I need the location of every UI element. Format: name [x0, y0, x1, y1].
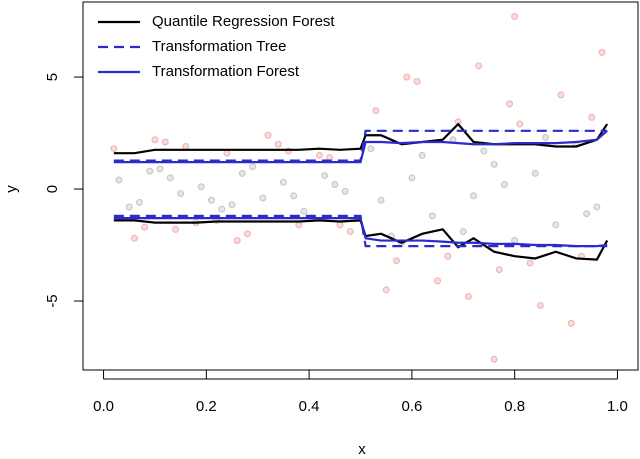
- y-axis-label: y: [3, 185, 20, 193]
- point: [516, 120, 524, 128]
- y-tick-label: -5: [44, 294, 61, 307]
- point: [542, 134, 549, 142]
- point: [490, 355, 498, 363]
- point: [321, 172, 329, 180]
- point: [141, 223, 149, 231]
- point: [207, 196, 215, 204]
- point: [495, 266, 503, 274]
- point: [567, 319, 575, 327]
- point: [233, 237, 241, 245]
- point: [377, 196, 385, 204]
- point: [598, 48, 606, 56]
- point: [464, 293, 472, 301]
- point: [531, 169, 539, 177]
- point: [136, 198, 144, 206]
- point: [331, 181, 339, 189]
- point: [536, 301, 544, 309]
- point: [218, 205, 226, 213]
- point: [115, 176, 123, 184]
- point: [146, 167, 154, 175]
- legend-label: Transformation Tree: [152, 38, 287, 55]
- point: [223, 149, 231, 157]
- point: [444, 252, 452, 260]
- point: [259, 194, 267, 202]
- point: [588, 113, 596, 121]
- line: [113, 214, 608, 248]
- x-tick-label: 0.4: [299, 398, 320, 415]
- plot-area: [110, 13, 609, 363]
- point: [372, 107, 380, 115]
- point: [408, 174, 416, 182]
- point: [151, 136, 159, 144]
- point: [341, 187, 349, 195]
- point: [552, 221, 560, 229]
- point: [182, 142, 190, 150]
- point: [418, 151, 426, 159]
- point: [197, 183, 205, 191]
- point: [166, 174, 174, 182]
- x-axis-label: x: [358, 441, 366, 458]
- point: [506, 100, 514, 108]
- line: [113, 129, 608, 164]
- x-tick-label: 0.2: [196, 398, 217, 415]
- point: [125, 203, 133, 211]
- point: [511, 237, 519, 245]
- point: [264, 131, 272, 139]
- point: [228, 201, 236, 209]
- point: [295, 221, 303, 229]
- point: [434, 277, 442, 285]
- point: [511, 13, 519, 21]
- point: [557, 91, 565, 99]
- point: [172, 225, 179, 233]
- point: [156, 165, 164, 173]
- x-tick-label: 0.8: [504, 398, 525, 415]
- point: [490, 160, 498, 168]
- point: [480, 147, 488, 155]
- point: [177, 190, 185, 198]
- point: [593, 203, 601, 211]
- legend-label: Quantile Regression Forest: [152, 13, 335, 30]
- point: [243, 230, 251, 238]
- line: [113, 217, 608, 248]
- point: [392, 257, 400, 265]
- point: [300, 207, 308, 215]
- plot-box: [82, 1, 639, 371]
- x-tick-label: 1.0: [607, 398, 628, 415]
- point: [336, 221, 344, 229]
- point: [403, 73, 411, 81]
- point: [475, 62, 483, 70]
- point: [413, 78, 421, 86]
- x-tick-label: 0.0: [93, 398, 114, 415]
- point: [428, 212, 436, 220]
- x-tick-label: 0.6: [401, 398, 422, 415]
- point: [290, 192, 298, 200]
- point: [470, 192, 478, 200]
- point: [500, 181, 508, 189]
- point: [238, 169, 246, 177]
- legend-label: Transformation Forest: [152, 63, 300, 80]
- point: [274, 140, 282, 148]
- point: [315, 151, 323, 159]
- y-tick-label: 0: [44, 185, 61, 193]
- point: [279, 178, 287, 186]
- point: [459, 228, 467, 236]
- line: [113, 129, 608, 162]
- point: [249, 163, 257, 171]
- line: [113, 219, 609, 261]
- point: [346, 228, 354, 236]
- point: [110, 145, 118, 153]
- line: [113, 122, 609, 155]
- point: [161, 138, 169, 146]
- y-tick-label: 5: [44, 73, 61, 81]
- point: [367, 145, 375, 153]
- point: [526, 259, 534, 267]
- point: [130, 234, 138, 242]
- point: [583, 210, 591, 218]
- point: [382, 286, 390, 294]
